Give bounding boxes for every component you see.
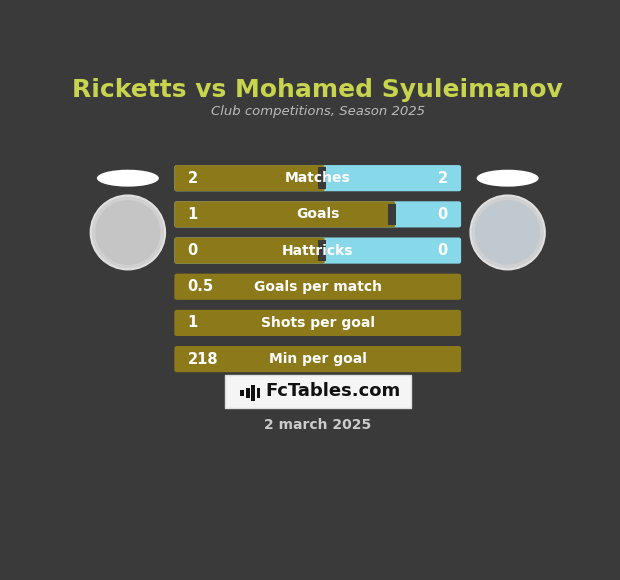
Text: FcTables.com: FcTables.com: [265, 382, 401, 400]
FancyBboxPatch shape: [174, 165, 461, 191]
FancyBboxPatch shape: [174, 237, 461, 264]
FancyBboxPatch shape: [317, 240, 326, 262]
FancyBboxPatch shape: [241, 390, 244, 396]
Text: Goals per match: Goals per match: [254, 280, 382, 293]
FancyBboxPatch shape: [174, 165, 325, 191]
FancyBboxPatch shape: [224, 375, 410, 408]
Text: Matches: Matches: [285, 171, 351, 185]
Text: Min per goal: Min per goal: [269, 352, 366, 366]
FancyBboxPatch shape: [257, 389, 260, 398]
FancyBboxPatch shape: [174, 310, 461, 336]
FancyBboxPatch shape: [388, 204, 396, 225]
Text: 0: 0: [187, 243, 198, 258]
Circle shape: [475, 200, 540, 265]
FancyBboxPatch shape: [317, 168, 326, 189]
FancyBboxPatch shape: [174, 201, 461, 227]
Text: 0: 0: [438, 243, 448, 258]
Text: Shots per goal: Shots per goal: [261, 316, 374, 330]
Text: Goals: Goals: [296, 208, 339, 222]
FancyBboxPatch shape: [246, 387, 249, 398]
FancyBboxPatch shape: [174, 274, 461, 300]
Text: 218: 218: [187, 351, 218, 367]
Circle shape: [471, 195, 545, 270]
Text: Club competitions, Season 2025: Club competitions, Season 2025: [211, 106, 425, 118]
FancyBboxPatch shape: [251, 385, 255, 401]
FancyBboxPatch shape: [174, 237, 325, 264]
Text: 0: 0: [438, 207, 448, 222]
Text: Ricketts vs Mohamed Syuleimanov: Ricketts vs Mohamed Syuleimanov: [73, 78, 563, 103]
Circle shape: [95, 200, 161, 265]
Text: 2 march 2025: 2 march 2025: [264, 418, 371, 432]
Text: 1: 1: [187, 207, 198, 222]
Text: 1: 1: [187, 316, 198, 331]
Text: 0.5: 0.5: [187, 279, 214, 294]
Text: 2: 2: [187, 171, 198, 186]
Ellipse shape: [477, 170, 539, 187]
Text: 2: 2: [438, 171, 448, 186]
Ellipse shape: [97, 170, 159, 187]
Circle shape: [91, 195, 165, 270]
FancyBboxPatch shape: [174, 346, 461, 372]
FancyBboxPatch shape: [174, 201, 396, 227]
Text: Hattricks: Hattricks: [282, 244, 353, 258]
